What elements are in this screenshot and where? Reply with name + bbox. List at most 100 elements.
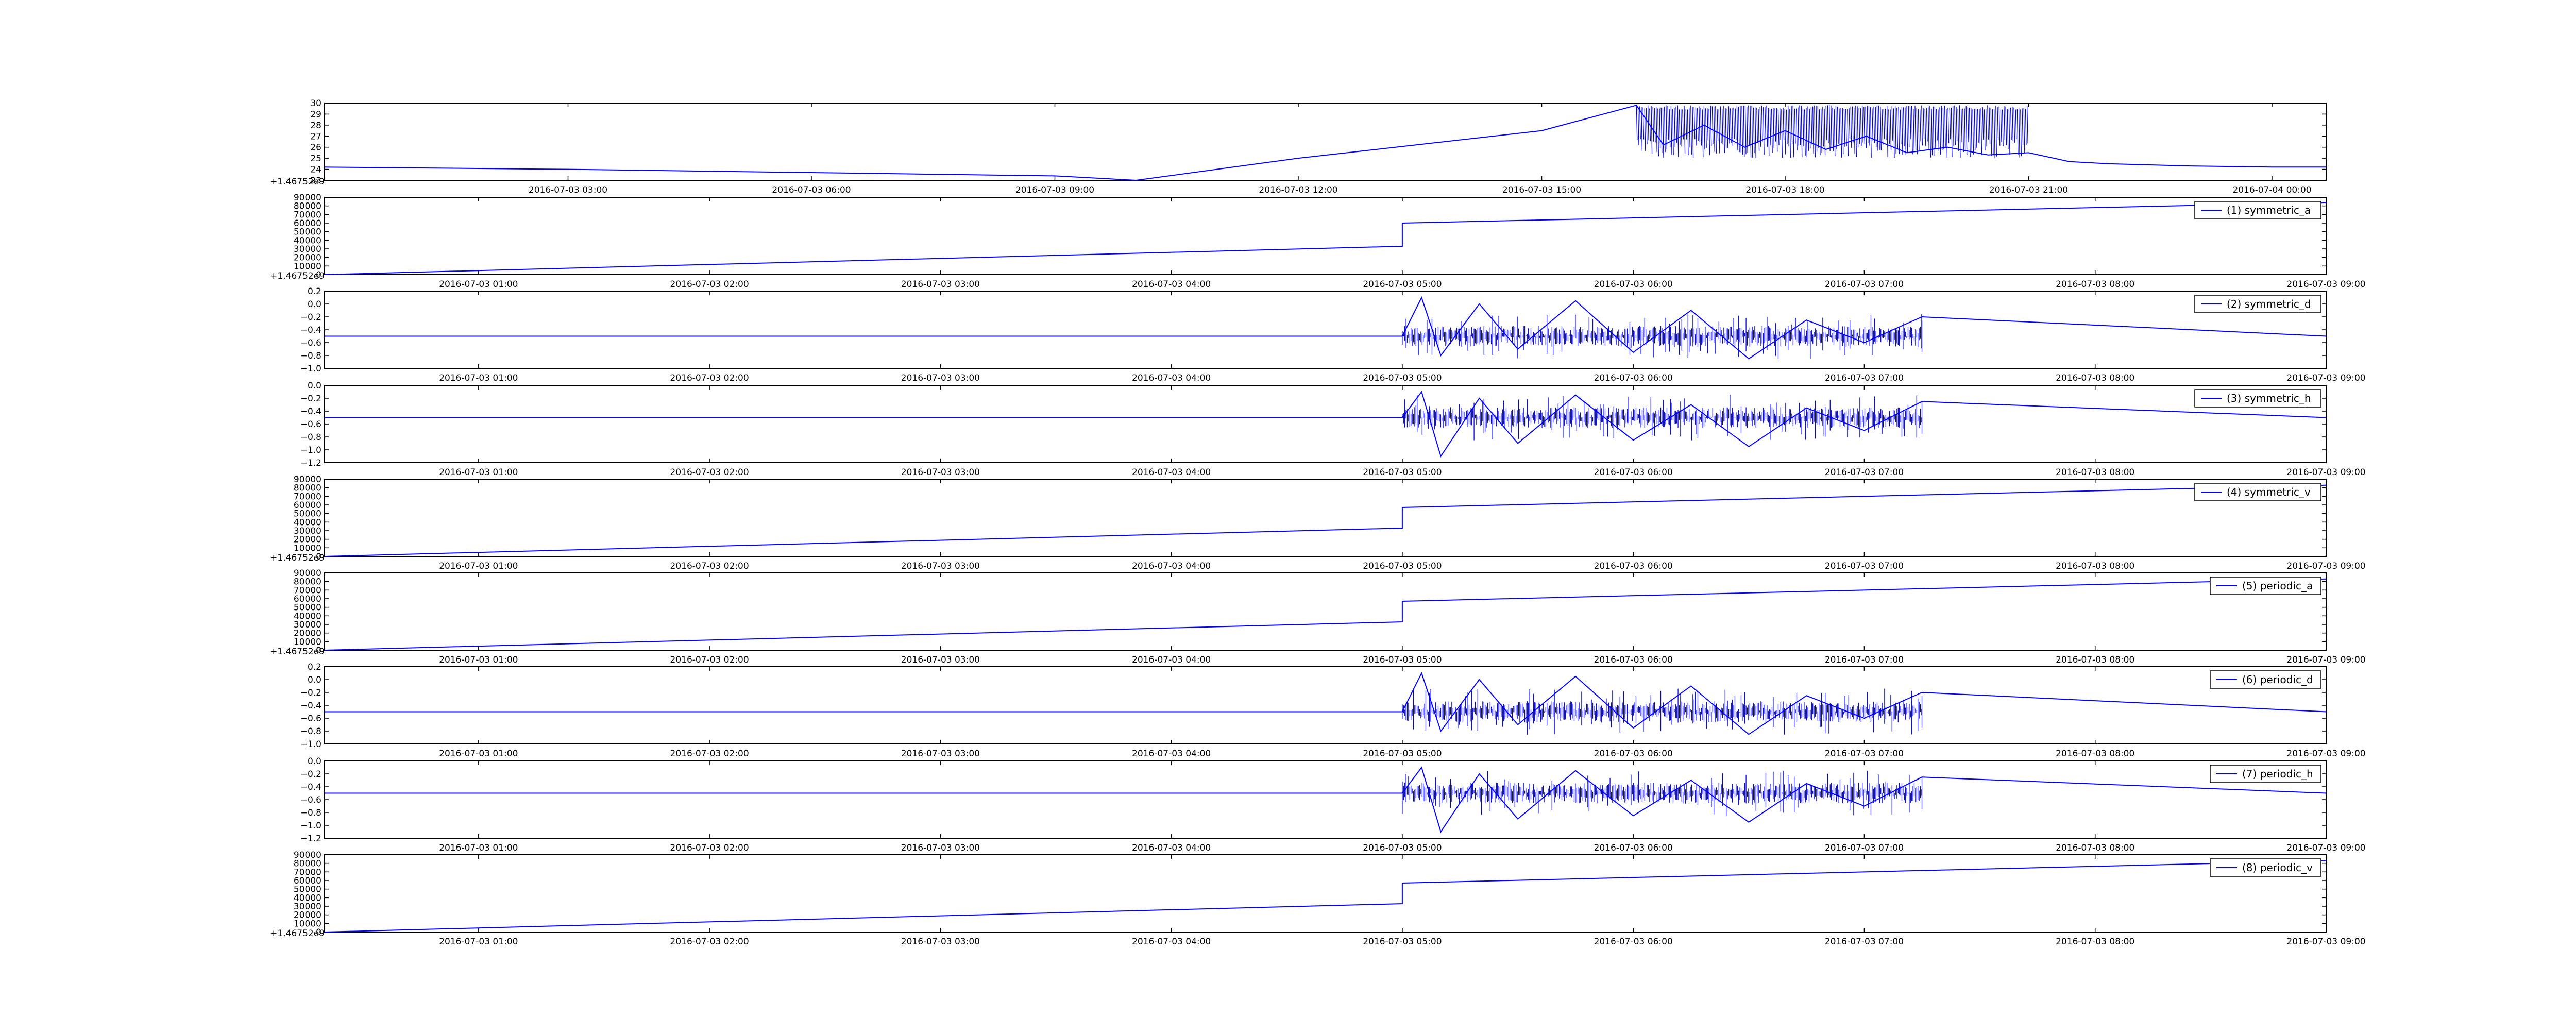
y-tick-label: −0.4: [300, 407, 321, 417]
y-tick-label: −0.6: [300, 338, 321, 348]
series-line: [324, 484, 2327, 557]
x-tick-label: 2016-07-03 05:00: [1363, 561, 1442, 571]
subplot-7: 2016-07-03 01:00 2016-07-03 02:00 2016-07-…: [300, 662, 2366, 759]
x-tick-label: 2016-07-03 07:00: [1825, 561, 1904, 571]
y-tick-label: 27: [310, 131, 321, 142]
y-tick-label: 20000: [294, 535, 321, 545]
x-tick-label: 2016-07-03 01:00: [439, 655, 518, 665]
subplot-3: 2016-07-03 01:00 2016-07-03 02:00 2016-07-…: [300, 286, 2366, 383]
y-tick-label: 10000: [294, 637, 321, 647]
x-tick-label: 2016-07-03 05:00: [1363, 279, 1442, 290]
x-tick-label: 2016-07-03 07:00: [1825, 655, 1904, 665]
x-tick-label: 2016-07-03 02:00: [670, 843, 749, 853]
x-tick-label: 2016-07-03 06:00: [772, 185, 851, 195]
y-tick-label: 26: [310, 143, 321, 153]
subplot-9: 2016-07-03 01:00 2016-07-03 02:00 2016-07-…: [270, 850, 2365, 947]
x-tick-label: 2016-07-03 03:00: [901, 467, 980, 478]
x-tick-label: 2016-07-03 07:00: [1825, 843, 1904, 853]
x-tick-label: 2016-07-03 04:00: [1132, 655, 1211, 665]
y-tick-label: −0.2: [300, 312, 321, 323]
x-tick-label: 2016-07-03 04:00: [1132, 561, 1211, 571]
y-tick-label: 60000: [294, 218, 321, 229]
x-tick-label: 2016-07-03 06:00: [1594, 843, 1673, 853]
x-tick-label: 2016-07-03 03:00: [901, 279, 980, 290]
y-tick-label: 30000: [294, 526, 321, 536]
x-tick-label: 2016-07-03 09:00: [2286, 467, 2365, 478]
y-tick-label: 80000: [294, 577, 321, 587]
axes-frame: [324, 760, 2327, 839]
x-tick-label: 2016-07-03 07:00: [1825, 937, 1904, 947]
legend: (8) periodic_v: [2210, 858, 2321, 877]
y-tick-label: 40000: [294, 517, 321, 528]
x-tick-label: 2016-07-03 07:00: [1825, 749, 1904, 759]
axes-frame: [324, 291, 2327, 369]
x-tick-label: 2016-07-03 06:00: [1594, 937, 1673, 947]
x-offset-label: +1.46752e9: [270, 177, 325, 187]
x-tick-label: 2016-07-03 05:00: [1363, 467, 1442, 478]
y-tick-label: −1.2: [300, 458, 321, 468]
x-tick-label: 2016-07-03 01:00: [439, 843, 518, 853]
y-tick-label: 50000: [294, 227, 321, 238]
y-tick-label: −0.8: [300, 351, 321, 361]
x-tick-label: 2016-07-03 03:00: [901, 655, 980, 665]
legend-label: (2) symmetric_d: [2227, 298, 2311, 310]
legend: (2) symmetric_d: [2194, 295, 2321, 313]
y-tick-label: −0.2: [300, 688, 321, 698]
y-tick-label: 30: [310, 98, 321, 109]
subplot-1: 2016-07-03 03:00 2016-07-03 06:00 2016-07-…: [270, 98, 2327, 195]
y-tick-label: 70000: [294, 585, 321, 596]
x-tick-label: 2016-07-03 03:00: [529, 185, 607, 195]
legend-label: (1) symmetric_a: [2227, 204, 2311, 216]
x-tick-label: 2016-07-03 08:00: [2056, 655, 2134, 665]
x-tick-label: 2016-07-03 06:00: [1594, 373, 1673, 383]
series-noise: [325, 395, 1923, 441]
y-tick-label: −1.0: [300, 445, 321, 455]
x-tick-label: 2016-07-03 08:00: [2056, 749, 2134, 759]
x-tick-label: 2016-07-03 02:00: [670, 373, 749, 383]
y-tick-label: 80000: [294, 483, 321, 494]
y-tick-label: 0.2: [308, 662, 321, 672]
x-tick-label: 2016-07-03 09:00: [1015, 185, 1094, 195]
y-tick-label: 20000: [294, 629, 321, 639]
x-tick-label: 2016-07-03 21:00: [1989, 185, 2068, 195]
x-tick-label: 2016-07-03 02:00: [670, 749, 749, 759]
y-tick-label: −0.2: [300, 769, 321, 780]
y-tick-label: 0.0: [308, 381, 321, 391]
y-tick-label: 0: [316, 270, 321, 280]
y-tick-label: −0.6: [300, 419, 321, 430]
y-tick-label: 70000: [294, 867, 321, 877]
y-tick-label: −0.2: [300, 394, 321, 404]
x-offset-label: +1.46752e9: [270, 647, 325, 657]
x-tick-label: 2016-07-03 08:00: [2056, 561, 2134, 571]
x-tick-label: 2016-07-03 01:00: [439, 373, 518, 383]
x-tick-label: 2016-07-03 09:00: [2286, 937, 2365, 947]
x-offset-label: +1.46752e9: [270, 553, 325, 563]
axes-frame: [324, 572, 2327, 651]
y-tick-label: −0.4: [300, 782, 321, 792]
x-offset-label: +1.46752e9: [270, 928, 325, 939]
y-tick-label: 25: [310, 154, 321, 164]
y-tick-label: 70000: [294, 210, 321, 220]
y-tick-label: 20000: [294, 253, 321, 263]
x-tick-label: 2016-07-03 03:00: [901, 843, 980, 853]
y-tick-label: −0.8: [300, 726, 321, 737]
x-tick-label: 2016-07-03 04:00: [1132, 937, 1211, 947]
x-tick-label: 2016-07-03 08:00: [2056, 467, 2134, 478]
x-tick-label: 2016-07-03 03:00: [901, 561, 980, 571]
x-tick-label: 2016-07-03 05:00: [1363, 937, 1442, 947]
y-tick-label: 90000: [294, 193, 321, 203]
axes-frame: [324, 479, 2327, 557]
x-tick-label: 2016-07-03 03:00: [901, 749, 980, 759]
legend: (4) symmetric_v: [2194, 483, 2321, 501]
x-tick-label: 2016-07-03 02:00: [670, 937, 749, 947]
x-tick-label: 2016-07-03 06:00: [1594, 467, 1673, 478]
subplot-6: 2016-07-03 01:00 2016-07-03 02:00 2016-07-…: [270, 568, 2365, 665]
y-tick-label: 50000: [294, 603, 321, 613]
x-tick-label: 2016-07-03 03:00: [901, 937, 980, 947]
y-tick-label: 60000: [294, 876, 321, 886]
y-tick-label: −0.8: [300, 432, 321, 443]
x-tick-label: 2016-07-03 05:00: [1363, 373, 1442, 383]
y-tick-label: 80000: [294, 859, 321, 869]
x-tick-label: 2016-07-03 07:00: [1825, 467, 1904, 478]
